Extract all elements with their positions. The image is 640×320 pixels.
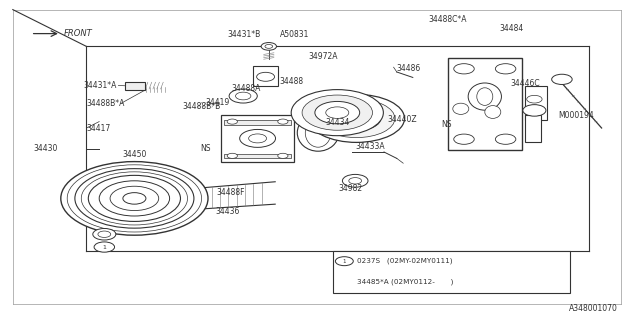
Text: 1: 1	[342, 259, 346, 264]
Ellipse shape	[305, 118, 331, 147]
Circle shape	[99, 181, 170, 216]
Text: 34485*A (02MY0112-       ): 34485*A (02MY0112- )	[357, 279, 454, 285]
Circle shape	[291, 90, 383, 136]
Text: 34450: 34450	[122, 150, 147, 159]
Circle shape	[123, 193, 146, 204]
Text: 34430: 34430	[34, 144, 58, 153]
Text: 34488B*B: 34488B*B	[182, 102, 221, 111]
Circle shape	[342, 174, 368, 187]
Bar	[253, 66, 278, 86]
Ellipse shape	[453, 103, 468, 115]
Bar	[448, 58, 522, 150]
Text: 34446C: 34446C	[510, 79, 540, 88]
Circle shape	[81, 172, 188, 225]
Ellipse shape	[477, 88, 493, 105]
Text: 34488F: 34488F	[216, 188, 244, 197]
Circle shape	[335, 257, 353, 266]
Circle shape	[239, 130, 275, 148]
Circle shape	[93, 228, 116, 240]
Circle shape	[61, 162, 208, 235]
Text: 34972A: 34972A	[308, 52, 338, 60]
Text: 34436: 34436	[215, 207, 239, 216]
Circle shape	[227, 153, 237, 158]
Circle shape	[318, 99, 395, 138]
Ellipse shape	[468, 83, 502, 110]
Text: 34982: 34982	[338, 184, 362, 193]
Circle shape	[308, 94, 404, 142]
Circle shape	[227, 119, 237, 124]
Circle shape	[315, 101, 360, 124]
Circle shape	[248, 134, 266, 143]
Circle shape	[326, 107, 349, 118]
Text: 0237S   (02MY-02MY0111): 0237S (02MY-02MY0111)	[357, 258, 452, 264]
Bar	[525, 86, 547, 120]
Circle shape	[527, 95, 542, 103]
Text: M000194: M000194	[558, 111, 594, 120]
Bar	[221, 115, 294, 162]
Circle shape	[332, 106, 381, 131]
Circle shape	[495, 64, 516, 74]
Bar	[333, 251, 570, 293]
Circle shape	[98, 231, 111, 237]
Circle shape	[261, 43, 276, 50]
Text: A50831: A50831	[280, 30, 309, 39]
Bar	[525, 115, 541, 142]
Text: 34488: 34488	[279, 77, 303, 86]
Text: 34419: 34419	[205, 98, 230, 107]
Bar	[224, 154, 291, 158]
Circle shape	[350, 115, 363, 122]
Text: 34433A: 34433A	[355, 142, 385, 151]
Ellipse shape	[297, 115, 339, 151]
Bar	[125, 82, 145, 90]
Circle shape	[454, 64, 474, 74]
Text: 34488B*A: 34488B*A	[86, 99, 125, 108]
Circle shape	[67, 165, 202, 232]
Circle shape	[94, 242, 115, 252]
Circle shape	[523, 105, 546, 116]
Circle shape	[236, 92, 251, 100]
Circle shape	[110, 186, 159, 211]
Bar	[224, 120, 291, 125]
Text: 34431*B: 34431*B	[228, 30, 261, 39]
Circle shape	[88, 175, 180, 221]
Text: FRONT: FRONT	[64, 29, 93, 38]
Text: 34434: 34434	[325, 118, 349, 127]
Ellipse shape	[485, 106, 501, 118]
Circle shape	[495, 134, 516, 144]
Circle shape	[349, 178, 362, 184]
Text: 34440Z: 34440Z	[387, 115, 417, 124]
Circle shape	[75, 169, 194, 228]
Circle shape	[278, 153, 288, 158]
Circle shape	[552, 74, 572, 84]
Text: 34488C*A: 34488C*A	[429, 15, 467, 24]
Text: A348001070: A348001070	[569, 304, 618, 313]
Text: 34488A: 34488A	[232, 84, 261, 93]
Circle shape	[454, 134, 474, 144]
Circle shape	[278, 119, 288, 124]
Circle shape	[302, 95, 372, 130]
Circle shape	[257, 72, 275, 81]
Circle shape	[474, 99, 495, 109]
Text: 34484: 34484	[500, 24, 524, 33]
Circle shape	[229, 89, 257, 103]
Circle shape	[342, 111, 371, 125]
Text: NS: NS	[442, 120, 452, 129]
Text: 1: 1	[102, 244, 106, 250]
Circle shape	[265, 44, 273, 48]
Text: 34486: 34486	[396, 64, 420, 73]
Text: NS: NS	[201, 144, 211, 153]
Text: 34417: 34417	[86, 124, 111, 132]
Text: 34431*A: 34431*A	[83, 81, 116, 90]
